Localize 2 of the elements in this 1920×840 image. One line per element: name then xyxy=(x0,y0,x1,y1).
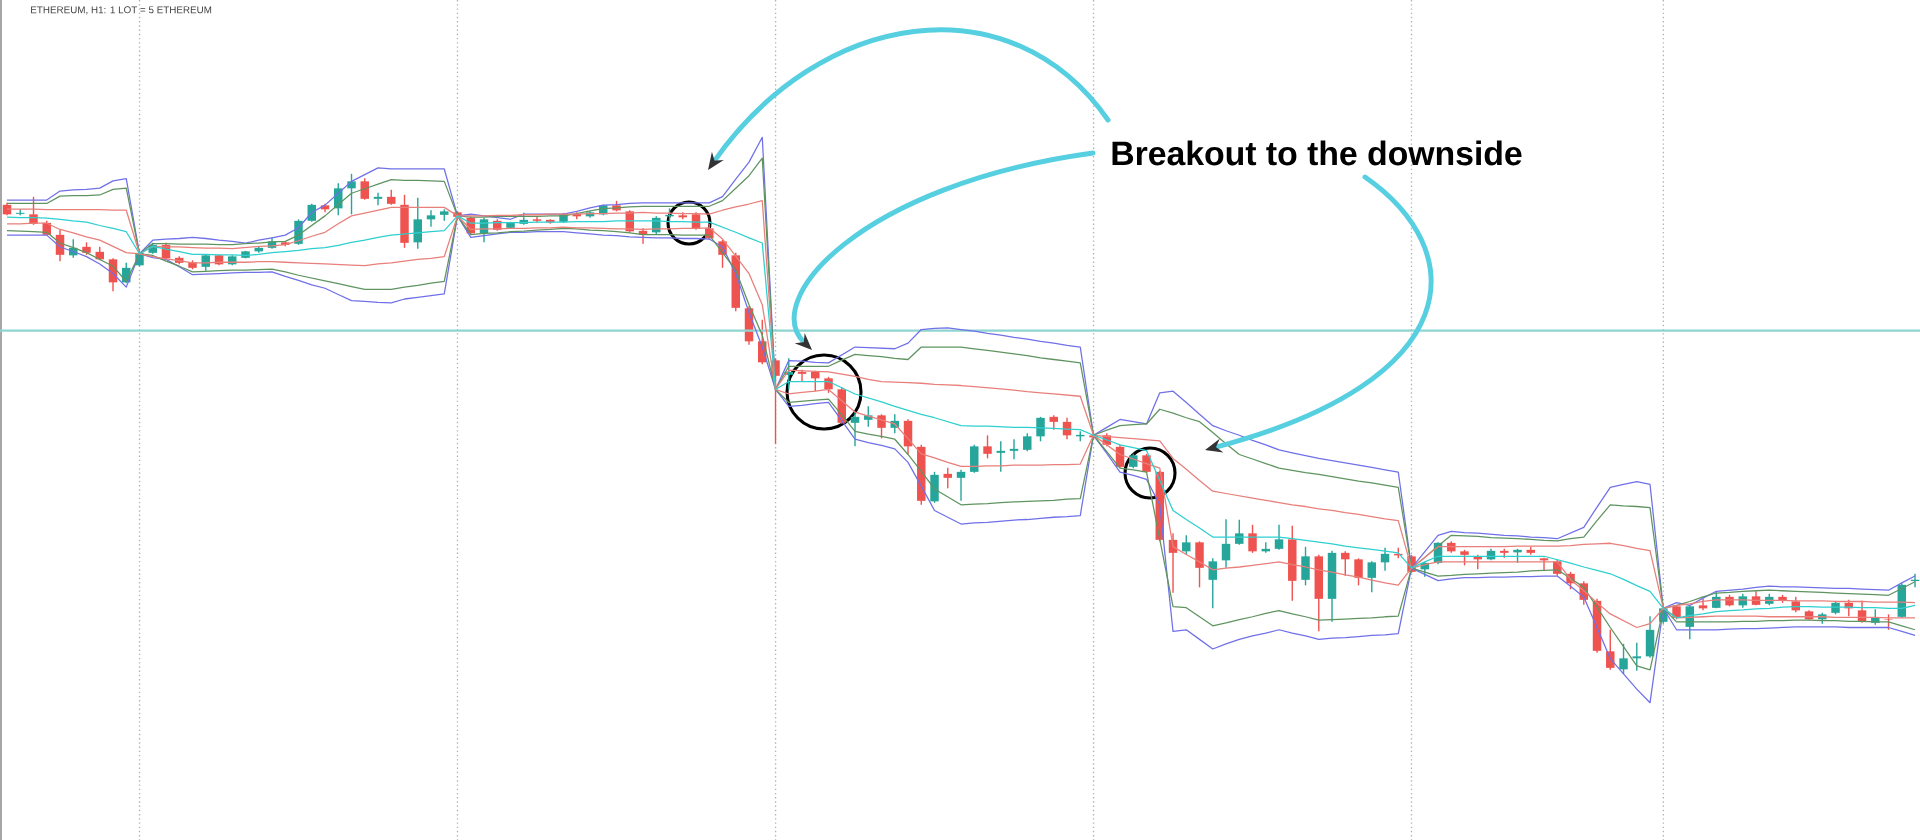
chart-title: ETHEREUM, H1: 1 LOT = 5 ETHEREUM xyxy=(31,6,212,15)
annotation: Breakout to the downside xyxy=(1112,140,1522,166)
